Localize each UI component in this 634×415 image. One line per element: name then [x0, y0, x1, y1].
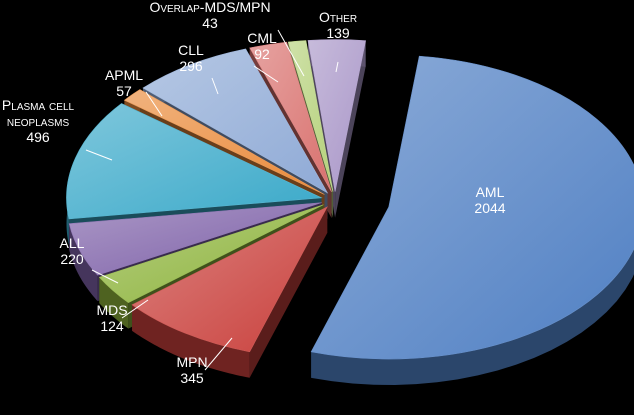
slice-label-plasma-cell-neoplasms: Plasma cell neoplasms 496	[2, 97, 75, 145]
slice-mds	[98, 204, 324, 303]
slice-value-cml: 92	[254, 46, 270, 62]
slice-label-all: ALL 220	[60, 235, 85, 267]
slice-labels: AML 2044 MPN 345 MDS 124 ALL 220 Plasma cell neop…	[2, 0, 506, 386]
slice-value-mds: 124	[100, 318, 124, 334]
slice-label-aml: AML 2044	[474, 184, 505, 216]
slice-rim-mds	[99, 277, 129, 329]
leader-line-mpn	[204, 337, 233, 371]
slice-wall-other	[335, 40, 366, 218]
slice-label-mpn: MPN 345	[176, 354, 207, 386]
slice-label-text-all: ALL	[60, 235, 85, 251]
slice-plasma-cell-neoplasms	[66, 103, 323, 220]
slice-label-text-mds: MDS	[96, 302, 127, 318]
leader-line-other	[335, 61, 339, 73]
slice-label-text-plasma-cell-neoplasms: Plasma cell	[2, 97, 75, 113]
slice-value-all: 220	[60, 251, 84, 267]
leader-line-all	[91, 269, 119, 284]
slice-value-other: 139	[326, 25, 350, 41]
slice-value-mpn: 345	[180, 370, 204, 386]
label-leader-lines	[85, 29, 339, 371]
pie-slice-tops	[66, 39, 634, 360]
slice-label-text-overlap-mds-mpn: Overlap-MDS/MPN	[149, 0, 270, 15]
slice-wall-mpn	[249, 206, 328, 378]
slice-label-overlap-mds-mpn: Overlap-MDS/MPN 43	[149, 0, 270, 31]
slice-label-mds: MDS 124	[96, 302, 127, 334]
slice-all	[68, 202, 322, 276]
slice-value-overlap-mds-mpn: 43	[202, 15, 218, 31]
slice-other	[307, 39, 366, 192]
slice-label-text-plasma-cell-neoplasms: neoplasms	[7, 113, 70, 129]
slice-rim-all	[69, 223, 98, 302]
slice-value-plasma-cell-neoplasms: 496	[26, 129, 50, 145]
slice-label-text-cml: CML	[247, 30, 277, 46]
leader-line-cml	[253, 65, 279, 83]
slice-overlap-mds-mpn	[287, 40, 334, 192]
slice-cml	[249, 41, 332, 193]
slice-cll	[142, 48, 329, 194]
slice-label-text-aml: AML	[476, 184, 505, 200]
leader-line-cll	[211, 77, 219, 95]
slice-apml	[123, 89, 325, 195]
slice-label-text-other: Other	[319, 9, 357, 25]
slice-label-cml: CML 92	[247, 30, 277, 62]
leader-line-apml	[145, 91, 163, 117]
slice-aml	[310, 55, 634, 360]
slice-label-other: Other 139	[319, 9, 357, 41]
slice-label-text-cll: CLL	[178, 42, 204, 58]
slice-value-apml: 57	[116, 83, 132, 99]
leader-line-plasma-cell-neoplasms	[85, 149, 113, 161]
slice-value-aml: 2044	[474, 200, 505, 216]
slice-rim-mpn	[132, 304, 250, 378]
slice-value-cll: 296	[179, 58, 203, 74]
slice-label-text-mpn: MPN	[176, 354, 207, 370]
slice-label-text-apml: APML	[105, 67, 143, 83]
leader-line-mds	[121, 299, 149, 319]
leader-line-overlap-mds-mpn	[277, 29, 305, 77]
slice-label-apml: APML 57	[105, 67, 143, 99]
slice-label-cll: CLL 296	[178, 42, 204, 74]
